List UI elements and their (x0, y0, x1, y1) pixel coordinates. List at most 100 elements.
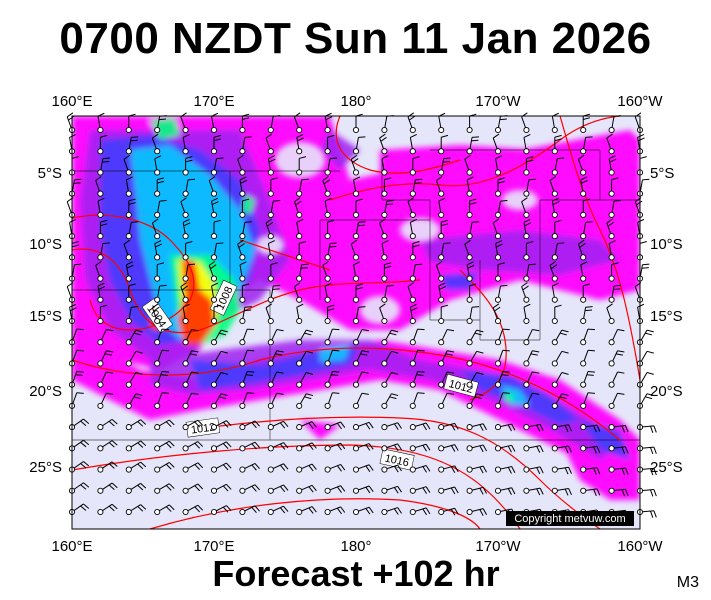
wind-barb (296, 372, 314, 388)
wind-barb (125, 461, 147, 473)
wind-barb (267, 371, 284, 388)
wind-barb (606, 303, 615, 325)
wind-barb (409, 303, 418, 325)
wind-barb (296, 303, 304, 325)
wind-barb (438, 242, 451, 261)
wind-barb (466, 465, 488, 474)
wind-barb (466, 221, 480, 240)
lat-label-20s-right: 20°S (650, 383, 683, 400)
wind-barb (580, 487, 601, 496)
wind-barb (97, 440, 118, 452)
wind-barb (239, 221, 252, 240)
wind-barb (324, 134, 335, 155)
wind-barb (466, 136, 480, 155)
wind-barb (409, 507, 431, 516)
wind-barb (210, 197, 219, 218)
wind-barb (267, 350, 284, 367)
wind-barb (125, 261, 134, 282)
wind-barb (580, 261, 588, 282)
wind-barb (466, 283, 477, 303)
wind-barb (182, 441, 204, 452)
lat-label-5s-left: 5°S (38, 165, 62, 182)
wind-barb (182, 303, 190, 325)
wind-barb (239, 198, 250, 218)
wind-barb (494, 262, 505, 282)
wind-barb (492, 133, 502, 155)
lat-label-15s-right: 15°S (650, 308, 683, 325)
wind-barb (379, 303, 388, 325)
wind-barb (296, 506, 317, 516)
wind-barb (296, 218, 304, 240)
wind-barb (494, 284, 508, 303)
wind-barb (521, 197, 530, 218)
wind-barb (466, 176, 474, 197)
wind-barb (523, 487, 544, 496)
wind-barb (636, 424, 657, 433)
wind-barb (608, 487, 629, 497)
wind-barb (409, 464, 431, 473)
wind-barb (296, 442, 317, 452)
wind-barb (438, 197, 446, 218)
wind-barb (409, 443, 431, 452)
wind-barb (352, 136, 366, 155)
lat-labels-left: 5°S 10°S 15°S 20°S 25°S (29, 165, 62, 476)
wind-barb (409, 422, 431, 431)
wind-barb (324, 421, 346, 431)
wind-barb (466, 444, 488, 453)
copyright-box: Copyright metvuw.com (506, 511, 634, 526)
wind-barb (551, 197, 560, 218)
wind-barb (381, 443, 402, 452)
wind-barb (154, 462, 175, 473)
wind-barb (182, 263, 196, 282)
wind-barb (523, 350, 540, 367)
wind-barb (409, 263, 423, 282)
wind-barb (438, 157, 451, 176)
wind-barb (239, 176, 248, 197)
wind-barb (551, 393, 569, 409)
wind-barb (267, 177, 278, 197)
wind-barb (409, 218, 417, 240)
wind-barb (551, 157, 565, 176)
wind-barb (608, 466, 629, 476)
wind-barb (324, 328, 340, 346)
wind-barb (210, 157, 224, 176)
wind-barb (97, 329, 114, 346)
wind-barb (180, 282, 189, 303)
wind-barb (182, 483, 204, 494)
wind-barb (352, 283, 363, 303)
wind-barb (580, 113, 591, 134)
wind-barb (210, 420, 232, 431)
wind-barb (381, 155, 389, 176)
wind-barb (239, 371, 255, 388)
wind-barb (551, 304, 562, 325)
wind-barb (267, 155, 276, 176)
wind-barb (381, 199, 394, 218)
wind-barb (409, 241, 420, 261)
wind-barb (381, 177, 392, 197)
wind-barb (125, 504, 147, 516)
wind-barb (608, 329, 625, 346)
wind-barb (239, 328, 255, 346)
wind-barb (438, 507, 459, 516)
wind-barb (154, 440, 175, 452)
wind-barb (352, 176, 361, 197)
wind-barb (154, 284, 167, 303)
map-frame (71, 115, 641, 530)
wind-barb (438, 134, 449, 155)
wind-barb (296, 463, 317, 473)
wind-barb (551, 242, 565, 261)
wind-barb (438, 465, 459, 474)
wind-barb (492, 303, 502, 325)
wind-barb (239, 462, 260, 473)
wind-barb (409, 328, 425, 346)
wind-barb (608, 240, 616, 261)
wind-barb (265, 303, 274, 325)
wind-barb (608, 262, 619, 282)
isobar-label-1016: 1016 (384, 453, 410, 470)
wind-barb (239, 306, 252, 325)
wind-barb (95, 176, 104, 197)
wind-barb (381, 507, 402, 516)
wind-barb (324, 197, 332, 218)
wind-barb (324, 392, 340, 409)
wind-barb (606, 133, 615, 155)
